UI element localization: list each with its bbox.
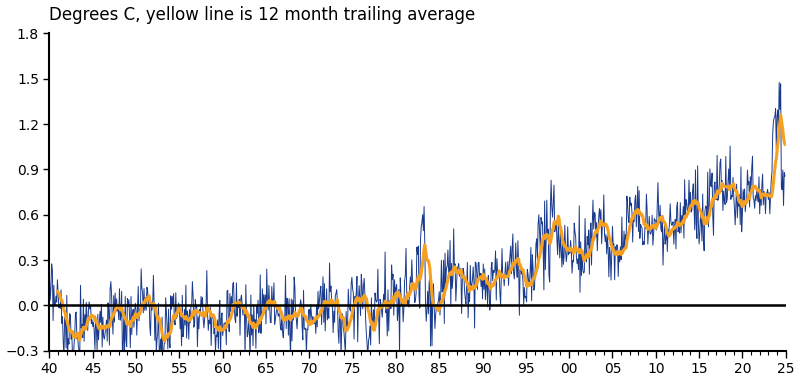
Text: Degrees C, yellow line is 12 month trailing average: Degrees C, yellow line is 12 month trail… (50, 6, 476, 24)
